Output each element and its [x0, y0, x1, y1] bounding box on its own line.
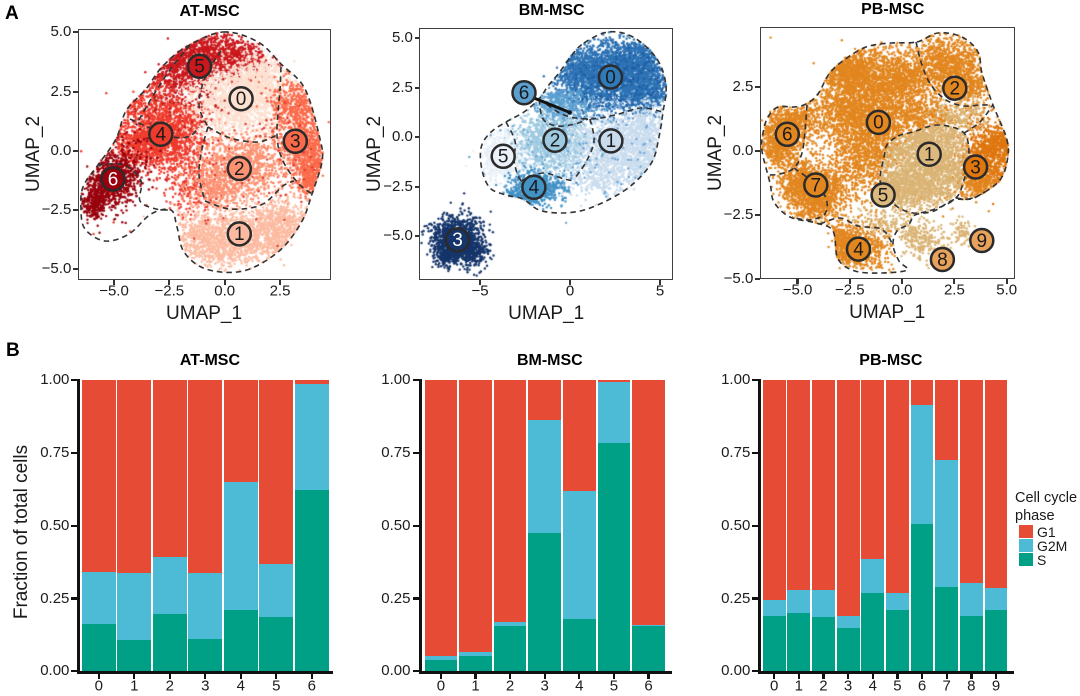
svg-text:4: 4 — [155, 124, 166, 145]
svg-text:7: 7 — [810, 175, 821, 196]
svg-text:6: 6 — [782, 125, 793, 146]
svg-text:5: 5 — [498, 147, 509, 168]
svg-text:1: 1 — [234, 224, 245, 245]
svg-text:5: 5 — [877, 185, 888, 206]
svg-text:8: 8 — [937, 250, 948, 271]
svg-text:1: 1 — [923, 145, 934, 166]
svg-text:4: 4 — [529, 178, 540, 199]
svg-text:2: 2 — [234, 158, 245, 179]
svg-text:5: 5 — [194, 56, 205, 77]
svg-text:2: 2 — [949, 79, 960, 100]
svg-text:9: 9 — [976, 231, 987, 252]
svg-text:4: 4 — [853, 239, 864, 260]
svg-text:3: 3 — [452, 230, 463, 251]
svg-text:6: 6 — [519, 83, 530, 104]
svg-text:0: 0 — [605, 68, 616, 89]
svg-text:6: 6 — [107, 169, 118, 190]
svg-text:2: 2 — [550, 131, 561, 152]
svg-text:0: 0 — [235, 89, 246, 110]
svg-text:1: 1 — [606, 131, 617, 152]
svg-text:3: 3 — [970, 157, 981, 178]
svg-text:0: 0 — [873, 113, 884, 134]
svg-text:3: 3 — [290, 131, 301, 152]
